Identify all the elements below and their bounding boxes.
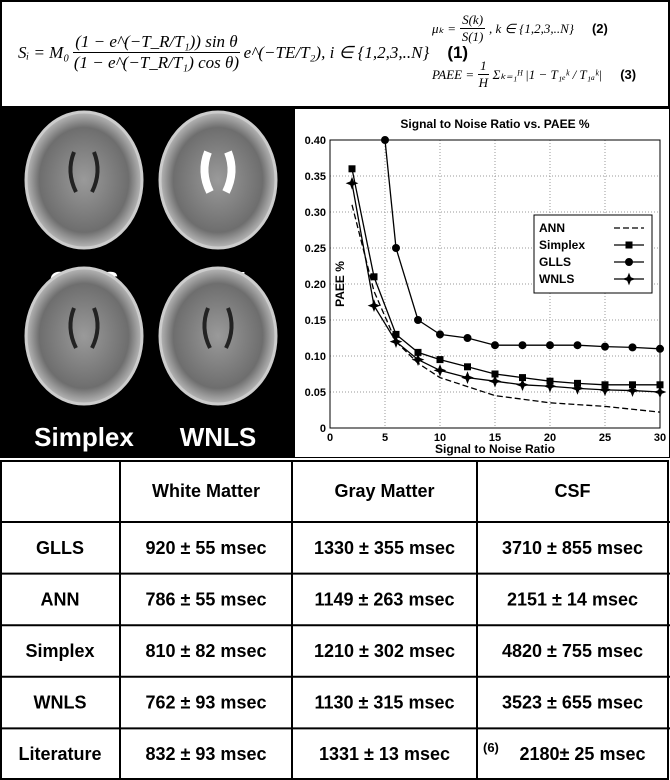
legend-label: Simplex — [539, 238, 585, 252]
y-tick-label: 0.25 — [305, 243, 326, 255]
marker — [437, 357, 443, 363]
equation-panel: Sᵢ = M₀(1 − e^(−T_R/T₁)) sin θ(1 − e^(−T… — [0, 0, 670, 108]
image-label: WNLS — [180, 422, 257, 452]
row-header: Simplex — [25, 641, 94, 661]
table-cell: 1331 ± 13 msec — [319, 744, 450, 764]
equation-tail: , k ∈ {1,2,3,..N} — [489, 21, 574, 37]
numerator: S(k) — [460, 12, 485, 29]
legend-label: WNLS — [539, 272, 574, 286]
row-header: WNLS — [34, 693, 87, 713]
y-tick-label: 0.05 — [305, 387, 326, 399]
results-table: White Matter Gray Matter CSF GLLS 920 ± 55 m… — [0, 460, 670, 780]
equation-number: (2) — [592, 21, 608, 36]
y-axis-label: PAEE % — [333, 261, 347, 307]
equation: μₖ =S(k)S(1), k ∈ {1,2,3,..N}(2) — [432, 12, 608, 45]
marker — [492, 342, 499, 349]
table-cell: 3523 ± 655 msec — [502, 693, 643, 713]
equation-tail: e^(−TE/T₂), i ∈ {1,2,3,..N} — [244, 43, 430, 63]
equation-lhs: Sᵢ = M₀ — [18, 43, 69, 63]
table-cell: 1210 ± 302 msec — [314, 641, 455, 661]
table-cell: 1130 ± 315 msec — [314, 693, 454, 713]
marker — [349, 166, 355, 172]
figure: Sᵢ = M₀(1 − e^(−T_R/T₁)) sin θ(1 − e^(−T… — [0, 0, 670, 780]
table-cell: 762 ± 93 msec — [146, 693, 267, 713]
marker — [465, 364, 471, 370]
table-cell: 920 ± 55 msec — [146, 538, 267, 558]
marker — [464, 335, 471, 342]
marker — [519, 342, 526, 349]
brain-image — [160, 112, 276, 248]
table-cell: 4820 ± 755 msec — [502, 641, 643, 661]
table-border — [1, 461, 668, 779]
marker — [371, 274, 377, 280]
fraction: (1 − e^(−T_R/T₁)) sin θ(1 − e^(−T_R/T₁) … — [73, 32, 239, 73]
marker — [574, 342, 581, 349]
y-tick-label: 0.40 — [305, 135, 326, 147]
row-header: Literature — [18, 744, 101, 764]
denominator: S(1) — [462, 29, 484, 45]
y-tick-label: 0.30 — [305, 207, 326, 219]
citation: (6) — [483, 740, 499, 755]
image-panel: GLLSANNSimplexWNLS — [0, 108, 294, 458]
equation: Sᵢ = M₀(1 − e^(−T_R/T₁)) sin θ(1 − e^(−T… — [18, 32, 468, 73]
legend-label: ANN — [539, 221, 565, 235]
brain-image — [160, 268, 276, 404]
y-tick-label: 0.10 — [305, 351, 326, 363]
equation-lhs: PAEE = — [432, 67, 474, 83]
column-header: Gray Matter — [334, 481, 434, 501]
denominator: H — [479, 75, 488, 91]
brain-image — [26, 268, 142, 404]
legend-marker — [626, 259, 633, 266]
brain-image — [26, 112, 142, 248]
marker — [547, 342, 554, 349]
table-cell: 2180± 25 msec — [520, 744, 646, 764]
column-header: White Matter — [152, 481, 260, 501]
x-tick-label: 0 — [327, 432, 333, 444]
x-tick-label: 25 — [599, 432, 611, 444]
marker — [415, 317, 422, 324]
y-tick-label: 0.20 — [305, 279, 326, 291]
x-axis-label: Signal to Noise Ratio — [435, 442, 555, 456]
numerator: 1 — [478, 58, 489, 75]
y-tick-label: 0 — [320, 423, 326, 435]
y-tick-label: 0.15 — [305, 315, 326, 327]
table-cell: 2151 ± 14 msec — [507, 589, 638, 609]
marker — [657, 345, 664, 352]
fraction: S(k)S(1) — [460, 12, 485, 45]
equation-number: (3) — [620, 67, 636, 82]
table-cell: 3710 ± 855 msec — [502, 538, 643, 558]
equation-lhs: μₖ = — [432, 21, 456, 37]
chart: Signal to Noise Ratio vs. PAEE % 0 0.05 0.1… — [294, 108, 670, 458]
table-cell: 786 ± 55 msec — [146, 589, 267, 609]
table-cell: 1330 ± 355 msec — [314, 538, 455, 558]
y-tick-label: 0.35 — [305, 171, 326, 183]
marker — [629, 344, 636, 351]
denominator: (1 − e^(−T_R/T₁) cos θ) — [74, 53, 239, 73]
marker — [393, 245, 400, 252]
legend-label: GLLS — [539, 255, 571, 269]
column-header: CSF — [555, 481, 591, 501]
marker — [382, 137, 389, 144]
image-label: Simplex — [34, 422, 134, 452]
table-cell: 1149 ± 263 msec — [314, 589, 454, 609]
numerator: (1 − e^(−T_R/T₁)) sin θ — [73, 32, 239, 53]
legend-marker — [626, 242, 632, 248]
chart-title: Signal to Noise Ratio vs. PAEE % — [400, 117, 589, 131]
table-cell: 810 ± 82 msec — [146, 641, 267, 661]
table-cell: 832 ± 93 msec — [146, 744, 267, 764]
x-tick-label: 30 — [654, 432, 666, 444]
marker — [602, 343, 609, 350]
row-header: ANN — [41, 589, 80, 609]
x-tick-label: 5 — [382, 432, 388, 444]
row-header: GLLS — [36, 538, 84, 558]
equation-tail: Σₖ₌₁ᴴ |1 − T₁ₑᵏ / T₁ₐᵏ| — [493, 67, 603, 83]
marker — [437, 331, 444, 338]
